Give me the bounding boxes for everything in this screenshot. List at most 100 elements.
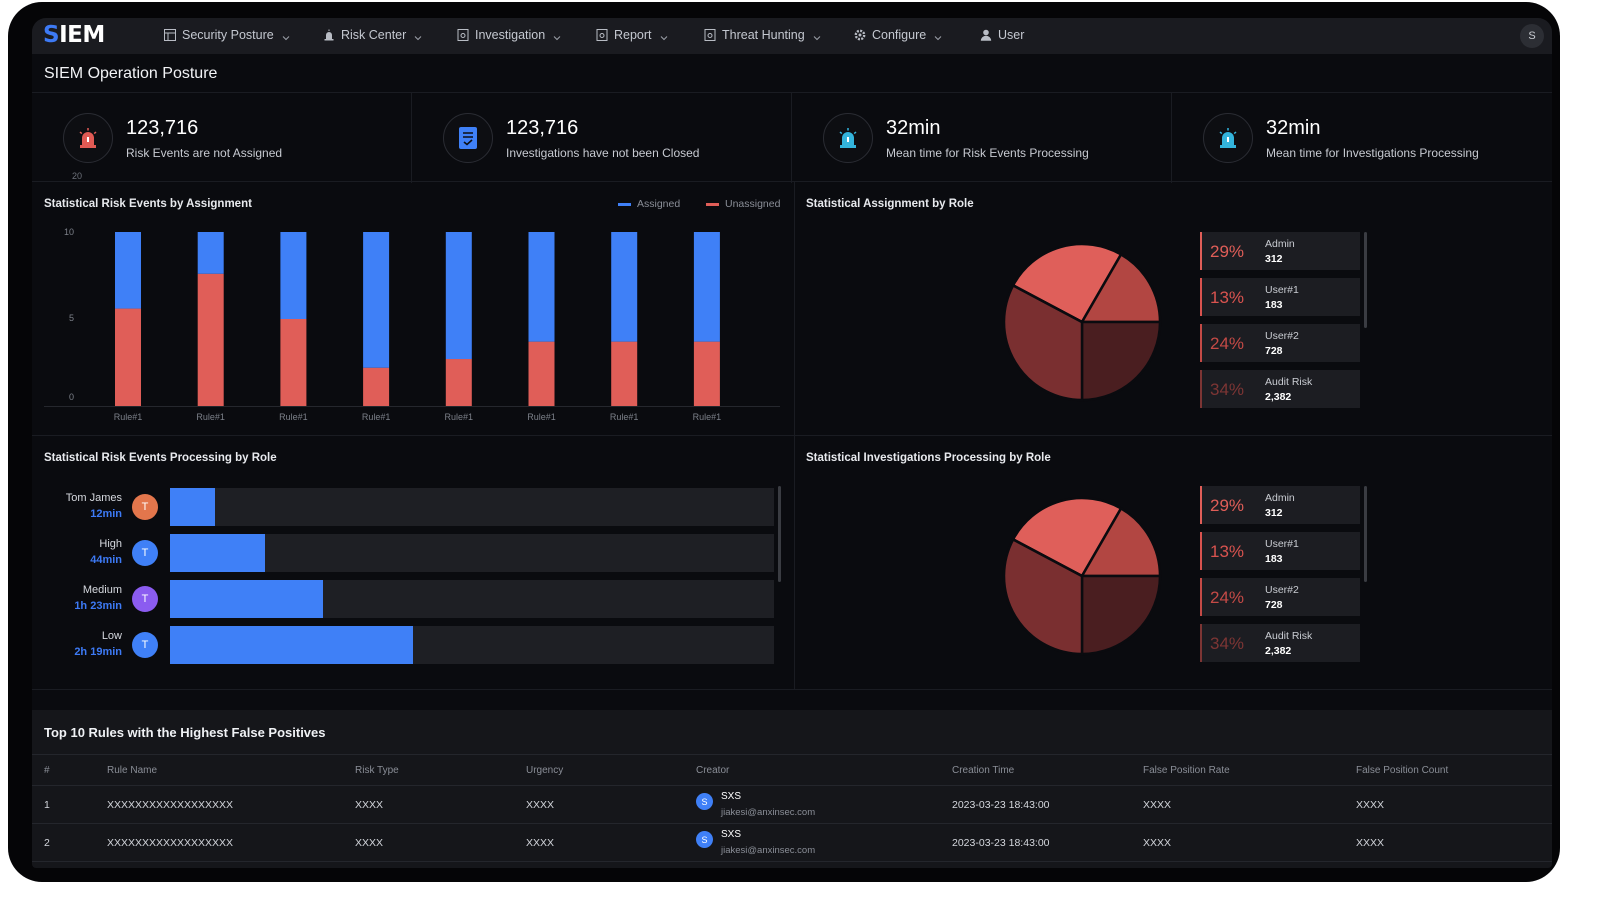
- nav-investigation[interactable]: Investigation: [457, 28, 561, 42]
- bar-assigned[interactable]: [528, 232, 555, 342]
- table-row[interactable]: 1 XXXXXXXXXXXXXXXXXX XXXX XXXX 2023-03-23 18…: [32, 786, 1552, 824]
- bar-unassigned[interactable]: [611, 341, 638, 406]
- table-cell-rate: XXXX: [1143, 837, 1172, 849]
- legend-card[interactable]: 29% Admin 312: [1200, 486, 1360, 524]
- legend-item-unassigned[interactable]: Unassigned: [706, 198, 780, 210]
- pie-slice[interactable]: [1079, 252, 1162, 324]
- column-header[interactable]: Creation Time: [952, 765, 1015, 776]
- x-tick-label: Rule#1: [279, 412, 308, 422]
- nav-security-posture[interactable]: Security Posture: [164, 28, 290, 42]
- bar-assigned[interactable]: [280, 232, 307, 319]
- progress-fill: [170, 488, 216, 526]
- app-logo[interactable]: SIEM: [43, 22, 105, 48]
- bar-unassigned[interactable]: [363, 367, 390, 406]
- top-nav: SIEM Security Posture Risk Center Invest…: [32, 18, 1552, 54]
- legend-name: User#1: [1265, 284, 1299, 296]
- panel-title-processing: Statistical Risk Events Processing by Ro…: [44, 452, 277, 464]
- legend-name: Admin: [1265, 238, 1295, 250]
- chevron-down-icon: [813, 31, 821, 41]
- table-cell-rule: XXXXXXXXXXXXXXXXXX: [107, 799, 234, 811]
- role-time: 1h 23min: [74, 600, 122, 612]
- legend-card[interactable]: 24% User#2 728: [1200, 324, 1360, 362]
- table-cell-time: 2023-03-23 18:43:00: [952, 837, 1050, 849]
- bar-assigned[interactable]: [363, 232, 390, 368]
- nav-risk-center[interactable]: Risk Center: [323, 28, 422, 42]
- bar-assigned[interactable]: [445, 232, 472, 360]
- pie-slice[interactable]: [1079, 506, 1162, 578]
- bar-assigned[interactable]: [693, 232, 720, 342]
- legend-scrollbar[interactable]: [1364, 486, 1367, 582]
- gear-icon: [854, 29, 866, 41]
- avatar: S: [696, 793, 713, 810]
- table-cell-urgency: XXXX: [526, 837, 555, 849]
- legend-name: Audit Risk: [1265, 630, 1313, 642]
- nav-threat-hunting[interactable]: Threat Hunting: [704, 28, 821, 42]
- progress-track: [170, 580, 774, 618]
- pie-slice[interactable]: [1011, 496, 1123, 578]
- bar-assigned[interactable]: [611, 232, 638, 342]
- nav-configure[interactable]: Configure: [854, 28, 942, 42]
- column-header[interactable]: False Position Rate: [1143, 765, 1230, 776]
- progress-fill: [170, 534, 266, 572]
- chevron-down-icon: [934, 31, 942, 41]
- stat-card-unassigned-events: 123,716 Risk Events are not Assigned 20: [32, 93, 412, 183]
- processing-row[interactable]: Low 2h 19min T: [32, 626, 792, 666]
- progress-fill: [170, 626, 414, 664]
- legend-item-assigned[interactable]: Assigned: [618, 198, 680, 210]
- bar-unassigned[interactable]: [693, 341, 720, 406]
- column-header[interactable]: False Position Count: [1356, 765, 1449, 776]
- panel-row-2: [32, 436, 1552, 690]
- bar-unassigned[interactable]: [280, 319, 307, 406]
- bar-unassigned[interactable]: [528, 341, 555, 406]
- bar-unassigned[interactable]: [197, 273, 224, 406]
- legend-card[interactable]: 29% Admin 312: [1200, 232, 1360, 270]
- table-row[interactable]: 2 XXXXXXXXXXXXXXXXXX XXXX XXXX 2023-03-23 18…: [32, 824, 1552, 862]
- nav-user[interactable]: User: [980, 28, 1024, 42]
- panel-row-1: [32, 182, 1552, 436]
- legend-percent: 34%: [1210, 380, 1245, 399]
- table-cell-urgency: XXXX: [526, 799, 555, 811]
- bar-assigned[interactable]: [115, 232, 141, 309]
- document-search-icon: [457, 29, 469, 41]
- stat-value: 32min: [886, 117, 941, 139]
- table-cell-idx: 1: [44, 799, 50, 811]
- processing-row[interactable]: Medium 1h 23min T: [32, 580, 792, 620]
- legend-card[interactable]: 13% User#1 183: [1200, 532, 1360, 570]
- legend-card[interactable]: 24% User#2 728: [1200, 578, 1360, 616]
- legend-card[interactable]: 13% User#1 183: [1200, 278, 1360, 316]
- bar-unassigned[interactable]: [115, 308, 141, 406]
- pie-slice-edge: [1012, 538, 1083, 578]
- x-tick-label: Rule#1: [113, 412, 143, 422]
- legend-count: 183: [1265, 553, 1283, 565]
- pie-slice[interactable]: [1002, 537, 1084, 656]
- column-header[interactable]: Rule Name: [107, 765, 158, 776]
- legend-scrollbar[interactable]: [1364, 232, 1367, 328]
- avatar[interactable]: S: [1520, 24, 1544, 48]
- role-name: Medium: [82, 584, 122, 596]
- nav-report[interactable]: Report: [596, 28, 668, 42]
- legend-percent: 34%: [1210, 634, 1245, 653]
- processing-row[interactable]: Tom James 12min T: [32, 488, 792, 528]
- role-time: 2h 19min: [74, 646, 122, 658]
- pie-slice[interactable]: [1011, 242, 1123, 324]
- x-tick-label: Rule#1: [527, 412, 556, 422]
- legend-name: Admin: [1265, 492, 1295, 504]
- pie-slice-edge: [1012, 284, 1083, 324]
- legend-count: 312: [1265, 507, 1283, 519]
- legend-card[interactable]: 34% Audit Risk 2,382: [1200, 624, 1360, 662]
- table-header: # Rule Name Risk Type Urgency Creator Cr…: [32, 754, 1552, 786]
- list-scrollbar[interactable]: [778, 486, 781, 582]
- bar-assigned[interactable]: [197, 232, 224, 274]
- stat-label: Mean time for Investigations Processing: [1266, 146, 1479, 160]
- legend-count: 183: [1265, 299, 1283, 311]
- processing-row[interactable]: High 44min T: [32, 534, 792, 574]
- pie-slice[interactable]: [1080, 574, 1162, 656]
- pie-slice[interactable]: [1002, 283, 1084, 402]
- column-header[interactable]: Risk Type: [355, 765, 399, 776]
- bar-unassigned[interactable]: [445, 359, 472, 406]
- column-header[interactable]: #: [44, 765, 50, 776]
- pie-slice[interactable]: [1080, 320, 1162, 402]
- legend-card[interactable]: 34% Audit Risk 2,382: [1200, 370, 1360, 408]
- column-header[interactable]: Urgency: [526, 765, 564, 776]
- column-header[interactable]: Creator: [696, 765, 730, 776]
